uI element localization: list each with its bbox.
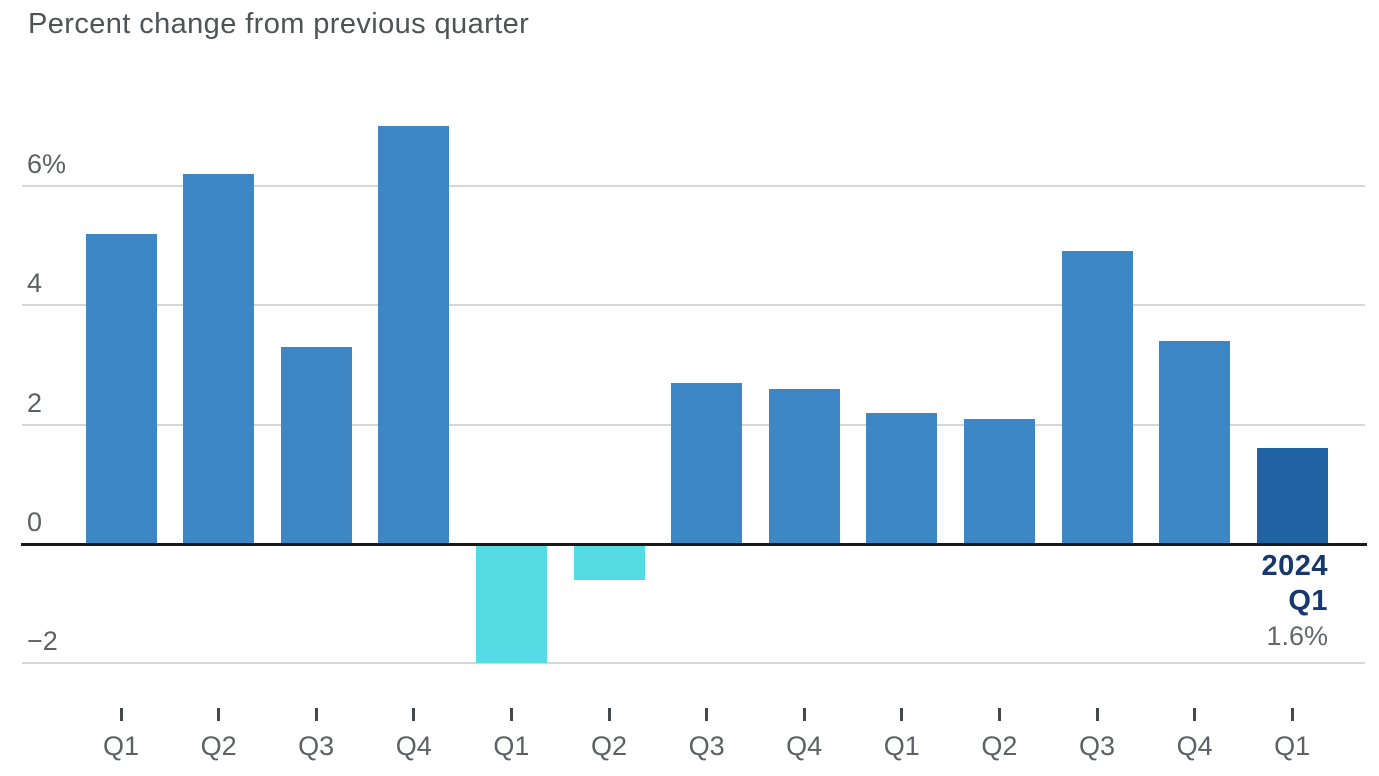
y-axis-label: −2: [27, 626, 58, 657]
x-axis-label: Q2: [981, 731, 1018, 761]
x-axis-tick: [705, 708, 709, 721]
bar-negative: [573, 545, 645, 580]
bar: [768, 388, 840, 544]
x-axis-tick: [997, 708, 1001, 721]
annotation-quarter: Q1: [1288, 585, 1328, 617]
bar: [1159, 341, 1231, 544]
x-axis-label: Q4: [1176, 731, 1213, 761]
x-axis-tick: [314, 708, 318, 721]
x-axis-label: Q1: [1274, 731, 1311, 761]
gridline: [22, 184, 1365, 187]
x-axis-tick: [1193, 708, 1197, 721]
bar-negative: [475, 545, 547, 664]
x-axis-label: Q3: [688, 731, 725, 761]
x-axis-tick: [217, 708, 221, 721]
annotation-year: 2024: [1261, 550, 1328, 582]
x-axis-label: Q2: [200, 731, 237, 761]
x-axis-label: Q4: [786, 731, 823, 761]
bar: [1061, 251, 1133, 544]
chart-title: Percent change from previous quarter: [28, 8, 530, 40]
y-axis-label: 0: [27, 507, 43, 537]
x-axis-tick: [509, 708, 513, 721]
x-axis-label: Q1: [493, 731, 530, 761]
y-axis-label: 2: [27, 387, 43, 418]
y-axis-label: 4: [27, 268, 43, 299]
annotation-2024-q1: 2024 Q1 1.6%: [1261, 549, 1328, 654]
bar: [280, 346, 352, 544]
x-axis-tick: [119, 708, 123, 721]
bar: [85, 233, 157, 544]
x-axis-label: Q1: [102, 731, 140, 761]
x-axis-tick: [1095, 708, 1099, 721]
gridline: [22, 662, 1365, 665]
x-axis-label: Q4: [395, 731, 432, 761]
bar-highlighted: [1256, 448, 1328, 544]
bar: [378, 126, 450, 544]
annotation-value: 1.6%: [1266, 621, 1328, 651]
bar: [671, 382, 743, 544]
gridline: [22, 304, 1365, 307]
x-axis-tick: [412, 708, 416, 721]
bar: [963, 418, 1035, 544]
x-axis-label: Q1: [883, 731, 920, 761]
x-axis-label: Q3: [298, 731, 335, 761]
zero-baseline: [21, 543, 1367, 546]
x-axis-tick: [1290, 708, 1294, 721]
x-axis-tick: [900, 708, 904, 721]
bar: [866, 412, 938, 544]
y-axis-label: 6%: [27, 148, 67, 179]
x-axis-tick: [607, 708, 611, 721]
x-axis-label: Q3: [1078, 731, 1116, 761]
x-axis-tick: [802, 708, 806, 721]
x-axis-label: Q2: [590, 731, 628, 761]
bar: [183, 173, 255, 544]
